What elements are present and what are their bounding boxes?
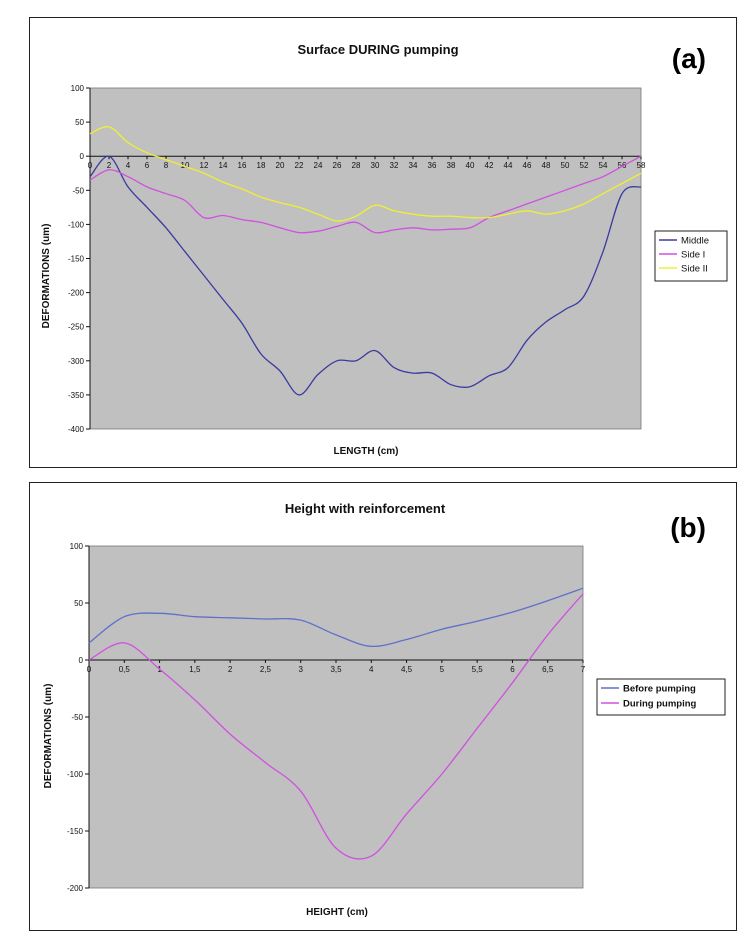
chart-b-series-line-0 — [88, 587, 584, 648]
chart-a-x-tick-label: 50 — [561, 161, 570, 170]
chart-a-y-tick-label: -400 — [68, 425, 85, 434]
chart-a-series-line-1 — [89, 155, 642, 234]
chart-b-plot-area — [88, 545, 584, 889]
chart-a-y-tick-label: -100 — [68, 220, 85, 229]
chart-a-y-tick-label: -150 — [68, 255, 85, 264]
chart-a-legend: Middle Side I Side II — [654, 230, 728, 282]
chart-a-y-tick-label: -250 — [68, 323, 85, 332]
chart-a-x-tick-label: 54 — [599, 161, 608, 170]
chart-b-y-tick-label: -150 — [67, 827, 84, 836]
chart-b-x-tick-label: 2,5 — [260, 665, 272, 674]
chart-b-x-tick-label: 6,5 — [542, 665, 554, 674]
chart-b-y-tick-label: -100 — [67, 770, 84, 779]
chart-a-x-tick-label: 36 — [428, 161, 437, 170]
chart-b-x-tick-label: 3 — [298, 665, 303, 674]
chart-a-x-tick-label: 10 — [181, 161, 190, 170]
chart-a-xlabel: LENGTH (cm) — [334, 446, 399, 457]
chart-a-x-tick-label: 12 — [200, 161, 209, 170]
chart-a-legend-label: Middle — [681, 236, 709, 247]
chart-b-y-tick-label: 0 — [79, 656, 84, 665]
chart-a-x-tick-label: 28 — [352, 161, 361, 170]
chart-a-x-tick-label: 0 — [88, 161, 93, 170]
chart-a-plot-area — [89, 87, 642, 430]
chart-a-y-tick-label: 0 — [80, 152, 85, 161]
chart-a-x-tick-label: 8 — [164, 161, 169, 170]
chart-b-series-line-1 — [88, 593, 584, 860]
chart-a-x-tick-label: 48 — [542, 161, 551, 170]
chart-a-x-tick-label: 30 — [371, 161, 380, 170]
chart-b-legend-label: During pumping — [623, 699, 697, 710]
chart-b-x-tick-label: 0 — [87, 665, 92, 674]
chart-b-x-tick-label: 1,5 — [189, 665, 201, 674]
chart-b-panel-label: (b) — [670, 512, 706, 543]
chart-b-legend-box — [596, 678, 726, 716]
chart-a-x-tick-label: 6 — [145, 161, 150, 170]
chart-panel-a: Surface DURING pumping (a) 100 50 0 -50 -100… — [29, 17, 737, 468]
chart-a-legend-label: Side II — [681, 264, 708, 275]
chart-a-y-tick-label: 100 — [71, 84, 85, 93]
chart-b-x-tick-label: 3,5 — [330, 665, 342, 674]
chart-a-y-tick-label: 50 — [75, 118, 84, 127]
chart-b: Height with reinforcement (b) 100500-50-… — [43, 501, 726, 918]
chart-a-y-tick-label: -350 — [68, 391, 85, 400]
chart-a-x-tick-label: 58 — [637, 161, 646, 170]
chart-a-y-tick-label: -200 — [68, 289, 85, 298]
chart-a-x-tick-label: 34 — [409, 161, 418, 170]
chart-a-x-tick-label: 32 — [390, 161, 399, 170]
chart-b-y-tick-label: 50 — [74, 599, 83, 608]
chart-a-x-tick-label: 42 — [485, 161, 494, 170]
chart-a-x-tick-label: 52 — [580, 161, 589, 170]
chart-b-x-tick-label: 7 — [581, 665, 586, 674]
chart-b-x-tick-label: 6 — [510, 665, 515, 674]
chart-b-x-tick-label: 4,5 — [401, 665, 413, 674]
chart-a-series-line-2 — [89, 126, 642, 222]
chart-a-x-tick-label: 16 — [238, 161, 247, 170]
chart-b-ylabel: DEFORMATIONS (um) — [43, 684, 54, 789]
chart-a-x-tick-label: 46 — [523, 161, 532, 170]
chart-a-x-tick-label: 14 — [219, 161, 228, 170]
chart-b-xlabel: HEIGHT (cm) — [306, 907, 368, 918]
chart-a-x-tick-label: 40 — [466, 161, 475, 170]
chart-a-x-tick-label: 18 — [257, 161, 266, 170]
chart-a-y-tick-label: -300 — [68, 357, 85, 366]
chart-b-title: Height with reinforcement — [285, 501, 446, 516]
chart-b-y-tick-label: 100 — [70, 542, 84, 551]
chart-b-x-tick-label: 0,5 — [119, 665, 131, 674]
chart-b-x-tick-label: 2 — [228, 665, 233, 674]
chart-a-x-tick-label: 4 — [126, 161, 131, 170]
chart-a-panel-label: (a) — [672, 43, 706, 74]
chart-a-y-tick-label: -50 — [72, 186, 84, 195]
chart-a-x-tick-label: 22 — [295, 161, 304, 170]
chart-a-ylabel: DEFORMATIONS (um) — [41, 224, 52, 329]
chart-a-x-tick-label: 24 — [314, 161, 323, 170]
chart-b-y-tick-label: -50 — [71, 713, 83, 722]
chart-a-x-tick-label: 44 — [504, 161, 513, 170]
chart-a-x-tick-label: 20 — [276, 161, 285, 170]
chart-a-legend-label: Side I — [681, 250, 705, 261]
chart-b-x-tick-label: 5,5 — [472, 665, 484, 674]
chart-b-legend: Before pumping During pumping — [596, 678, 726, 716]
chart-a-x-tick-label: 38 — [447, 161, 456, 170]
chart-b-legend-label: Before pumping — [623, 684, 696, 695]
chart-panel-b: Height with reinforcement (b) 100 50 0 -50-… — [29, 482, 737, 931]
chart-b-y-tick-label: -200 — [67, 884, 84, 893]
chart-a-x-tick-label: 2 — [107, 161, 112, 170]
chart-a-title: Surface DURING pumping — [297, 42, 458, 57]
chart-a-series-line-0 — [89, 155, 642, 396]
chart-b-x-tick-label: 4 — [369, 665, 374, 674]
chart-b-x-tick-label: 5 — [440, 665, 445, 674]
chart-a: Surface DURING pumping (a) 100500-50-100… — [41, 42, 728, 457]
chart-a-x-tick-label: 26 — [333, 161, 342, 170]
